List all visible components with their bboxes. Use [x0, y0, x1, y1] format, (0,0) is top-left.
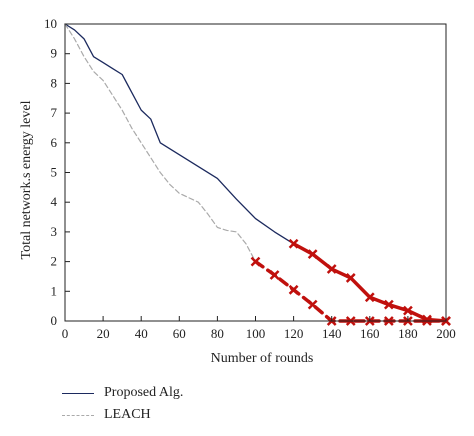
y-tick-label: 9	[51, 46, 58, 61]
y-tick-label: 4	[51, 194, 58, 209]
y-tick-label: 7	[51, 105, 58, 120]
y-tick-label: 10	[44, 16, 57, 31]
y-tick-label: 3	[51, 224, 58, 239]
series-line-1	[64, 23, 257, 263]
series-marker-2	[307, 249, 318, 260]
y-tick-label: 5	[51, 165, 58, 180]
x-tick-label: 40	[135, 326, 148, 341]
legend-label-leach: LEACH	[104, 407, 151, 422]
series-marker-2	[288, 238, 299, 249]
x-tick-label: 140	[322, 326, 342, 341]
x-axis-title: Number of rounds	[211, 351, 314, 366]
series-marker-2	[326, 264, 337, 274]
series-marker-2	[364, 292, 375, 303]
series-line-3	[253, 259, 448, 323]
series-line-0	[64, 23, 295, 245]
x-tick-label: 200	[436, 326, 456, 341]
y-tick-label: 6	[51, 135, 58, 150]
plot-frame	[64, 23, 447, 322]
series-marker-2	[345, 273, 356, 283]
x-tick-label: 100	[246, 326, 266, 341]
axes: 0 20 40 60 80 100 120 140 160 180 200 0 1 2 3 4 5 6 7 8 9 10	[44, 16, 456, 341]
legend-label-proposed: Proposed Alg.	[104, 385, 184, 400]
y-axis-title: Total network.s energy level	[19, 100, 34, 259]
plot-area	[64, 23, 451, 326]
series-marker-3	[250, 256, 261, 267]
x-tick-label: 20	[97, 326, 110, 341]
x-tick-label: 0	[62, 326, 69, 341]
series-marker-3	[269, 270, 280, 280]
x-tick-label: 180	[398, 326, 418, 341]
y-tick-label: 0	[51, 313, 58, 328]
y-tick-label: 1	[51, 283, 58, 298]
legend-item-leach: LEACH	[62, 404, 183, 426]
x-tick-label: 60	[173, 326, 186, 341]
series-marker-3	[307, 299, 318, 310]
x-tick-label: 120	[284, 326, 304, 341]
y-tick-label: 2	[51, 254, 58, 269]
series-marker-3	[288, 284, 299, 295]
legend-item-proposed: Proposed Alg.	[62, 382, 183, 404]
series-marker-2	[383, 299, 394, 310]
y-tick-label: 8	[51, 75, 58, 90]
legend-swatch-leach	[62, 414, 94, 416]
x-tick-label: 160	[360, 326, 380, 341]
legend: Proposed Alg. LEACH	[62, 382, 183, 426]
x-tick-label: 80	[211, 326, 224, 341]
series-marker-2	[403, 305, 413, 316]
legend-swatch-proposed	[62, 392, 94, 394]
